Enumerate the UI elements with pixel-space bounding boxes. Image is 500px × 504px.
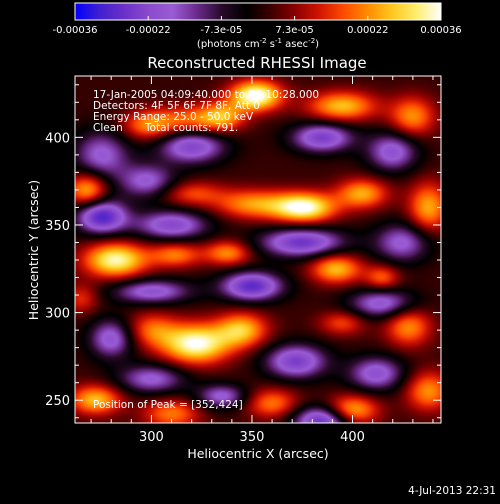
energy-range-text: Energy Range: 25.0 - 50.0 keV [93, 111, 254, 123]
colorbar-gradient [74, 2, 442, 21]
total-counts-text: Total counts: 791. [144, 122, 238, 134]
detectors-text: Detectors: 4F 5F 6F 7F 8F, Att 0 [93, 100, 260, 112]
heatmap-image [75, 76, 441, 423]
y-tick-label: 350 [45, 219, 70, 234]
peak-position-text: Position of Peak = [352,424] [93, 399, 243, 411]
colorbar-ticks: -0.00036 -0.00022 -7.3e-05 7.3e-05 0.00022 0.… [53, 16, 462, 36]
x-axis-label: Heliocentric X (arcsec) [187, 446, 328, 461]
chart-title: Reconstructed RHESSI Image [147, 54, 366, 72]
y-tick-label: 400 [45, 131, 70, 146]
clean-text: Clean [93, 122, 123, 134]
colorbar-tick-label: 7.3e-05 [275, 25, 313, 36]
colorbar-unit-label: (photons cm-2 s-1 asec-2) [197, 37, 319, 50]
y-tick-label: 300 [45, 307, 70, 322]
colorbar-tick-label: 0.00036 [420, 25, 461, 36]
colorbar-tick-label: -0.00036 [53, 25, 98, 36]
time-range-text: 17-Jan-2005 04:09:40.000 to 04:10:28.000 [93, 89, 319, 101]
plot-frame [74, 75, 442, 424]
x-tick-label: 400 [340, 430, 365, 445]
colorbar-tick-label: -0.00022 [126, 25, 171, 36]
plot-annotations: 17-Jan-2005 04:09:40.000 to 04:10:28.000… [93, 89, 319, 411]
footer-timestamp: 4-Jul-2013 22:31 [408, 485, 496, 497]
y-axis-label: Heliocentric Y (arcsec) [26, 180, 41, 320]
plot-area: 300 350 400 250 300 350 400 [45, 75, 442, 445]
x-tick-label: 300 [139, 430, 164, 445]
x-tick-label: 350 [240, 430, 265, 445]
colorbar-tick-label: -7.3e-05 [200, 25, 242, 36]
colorbar-tick-label: 0.00022 [347, 25, 388, 36]
y-tick-label: 250 [45, 394, 70, 409]
axis-ticks: 300 350 400 250 300 350 400 [45, 76, 441, 445]
colorbar: -0.00036 -0.00022 -7.3e-05 7.3e-05 0.00022 0.… [53, 2, 462, 50]
